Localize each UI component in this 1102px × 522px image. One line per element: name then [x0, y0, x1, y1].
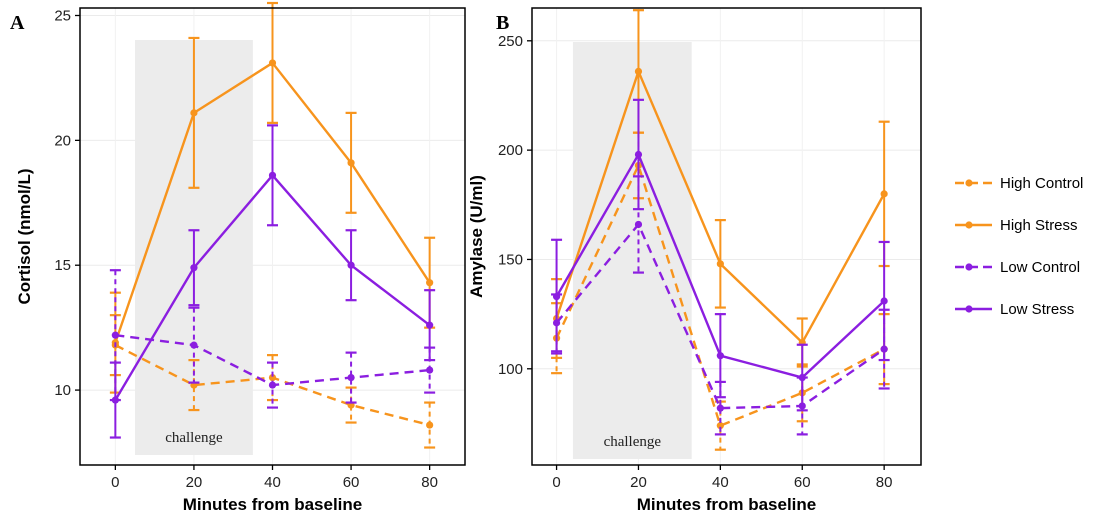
data-point [111, 331, 119, 339]
data-point [552, 293, 561, 301]
data-point [268, 171, 277, 179]
legend-swatch-point [965, 263, 973, 271]
y-axis-title: Amylase (U/ml) [467, 175, 486, 298]
x-tick-label: 20 [630, 474, 647, 491]
data-point [111, 396, 119, 404]
data-point [268, 59, 277, 67]
x-tick-label: 80 [421, 474, 438, 491]
data-point [190, 264, 198, 272]
legend-label: Low Stress [1000, 301, 1074, 318]
data-point [716, 260, 724, 268]
y-axis-title: Cortisol (nmol/L) [15, 169, 34, 305]
data-point [634, 150, 643, 159]
data-point [347, 261, 355, 269]
x-tick-label: 0 [111, 474, 119, 491]
legend: High Control High Stress Low Control Low St… [955, 175, 1083, 318]
x-tick-label: 60 [343, 474, 360, 491]
data-point [426, 279, 434, 287]
data-point [716, 422, 724, 430]
challenge-label: challenge [604, 434, 662, 450]
series-low-stress [109, 124, 436, 439]
y-tick-label: 20 [54, 132, 71, 149]
data-point [426, 321, 434, 329]
data-point [426, 421, 434, 429]
challenge-label: challenge [165, 430, 223, 446]
data-point [190, 341, 198, 349]
x-tick-label: 40 [264, 474, 281, 491]
legend-swatch-point [965, 179, 973, 187]
data-point [880, 190, 888, 198]
legend-item-high-stress: High Stress [955, 217, 1078, 234]
panel-label-b: B [496, 12, 509, 34]
legend-swatch-point [965, 305, 973, 313]
data-point [347, 373, 355, 382]
legend-swatch-point [965, 221, 973, 229]
data-point [426, 366, 434, 374]
x-tick-label: 80 [876, 474, 893, 491]
data-point [716, 404, 724, 412]
data-point [268, 381, 277, 389]
legend-label: Low Control [1000, 259, 1080, 276]
y-tick-label: 200 [498, 142, 523, 159]
y-tick-label: 25 [54, 7, 71, 24]
legend-item-high-control: High Control [955, 175, 1083, 192]
panel-b: B challenge 0 20 40 60 80 100 150 200 250 Minutes … [467, 7, 922, 514]
y-tick-label: 15 [54, 257, 71, 274]
legend-label: High Stress [1000, 217, 1078, 234]
data-point [798, 373, 806, 382]
y-tick-label: 10 [54, 382, 71, 399]
y-tick-label: 100 [498, 361, 523, 378]
series-line [555, 164, 885, 427]
x-axis-title: Minutes from baseline [183, 495, 362, 514]
plot-frame [531, 7, 922, 466]
data-point [268, 373, 277, 382]
x-tick-label: 40 [712, 474, 729, 491]
data-point [634, 220, 643, 229]
challenge-shade [572, 42, 692, 459]
x-axis-title: Minutes from baseline [637, 495, 816, 514]
series-low-stress [551, 98, 890, 412]
y-tick-label: 250 [498, 33, 523, 50]
y-tick-label: 150 [498, 251, 523, 268]
legend-item-low-control: Low Control [955, 259, 1080, 276]
x-tick-label: 20 [186, 474, 203, 491]
data-point [347, 159, 355, 167]
data-point [716, 352, 724, 360]
data-point [634, 67, 643, 76]
panel-label-a: A [10, 12, 25, 34]
data-point [190, 109, 198, 117]
data-point [880, 297, 888, 305]
x-tick-label: 60 [794, 474, 811, 491]
legend-label: High Control [1000, 175, 1083, 192]
panel-a: A challenge 0 20 40 60 80 10 15 20 25 Minutes from… [10, 1, 466, 514]
legend-item-low-stress: Low Stress [955, 301, 1074, 318]
x-tick-label: 0 [552, 474, 560, 491]
